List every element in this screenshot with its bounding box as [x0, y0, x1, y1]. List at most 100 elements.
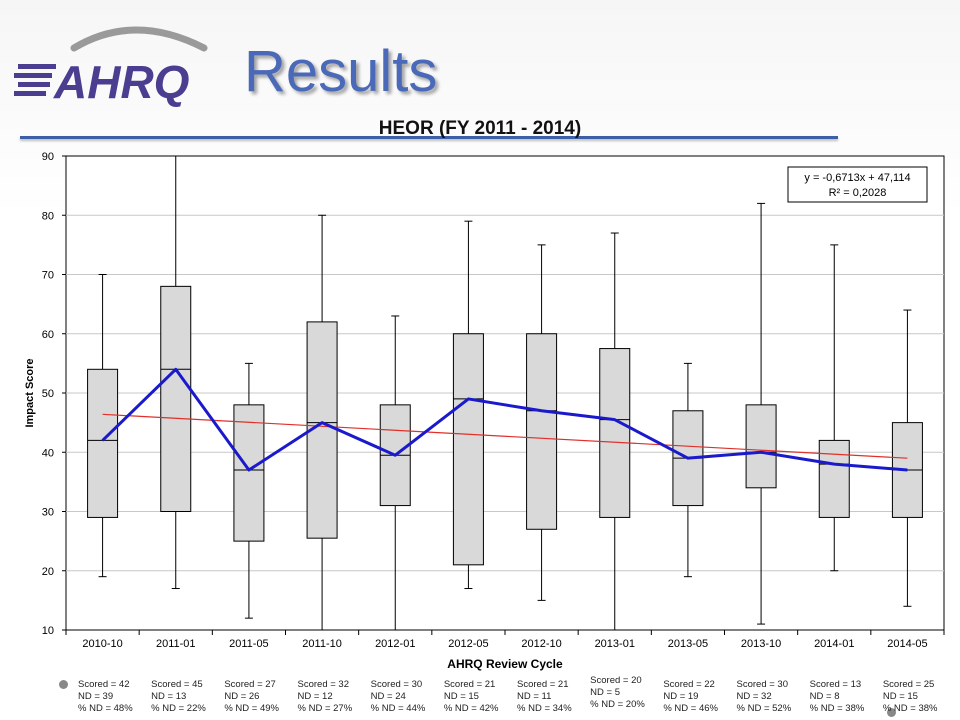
stat-pct: % ND = 52% — [736, 703, 792, 714]
median-line — [101, 367, 908, 472]
stat-nd: ND = 12 — [297, 691, 333, 702]
stat-nd: ND = 13 — [151, 691, 187, 702]
stat-nd: ND = 39 — [78, 691, 114, 702]
x-tick-label: 2014-01 — [814, 638, 854, 650]
x-tick-label: 2011-01 — [156, 638, 196, 650]
x-tick-label: 2013-05 — [668, 638, 708, 650]
regression-equation: y = -0,6713x + 47,114 — [804, 172, 910, 184]
stat-pct: % ND = 46% — [663, 703, 718, 714]
stat-nd: ND = 11 — [517, 691, 552, 702]
box-body — [745, 404, 777, 489]
stat-pct: % ND = 42% — [443, 703, 499, 714]
stat-block-2012-01: Scored = 30 ND = 24% ND = 44% — [371, 679, 443, 715]
stat-nd: ND = 15 — [882, 691, 918, 702]
stat-pct: % ND = 38% — [882, 703, 938, 714]
stat-scored: Scored = 13 — [809, 679, 862, 690]
y-tick-label: 60 — [42, 329, 54, 341]
box-2010-10 — [87, 274, 119, 578]
stat-nd: ND = 15 — [443, 691, 479, 702]
stat-scored: Scored = 21 — [517, 679, 569, 690]
y-tick-label: 10 — [42, 625, 54, 637]
box-body — [818, 439, 850, 518]
stat-nd: ND = 32 — [736, 691, 772, 702]
box-2011-05 — [233, 362, 265, 619]
stat-block-2013-01: Scored = 20 ND = 5% ND = 20% — [590, 675, 662, 711]
trendline — [102, 413, 908, 459]
y-tick-label: 40 — [42, 447, 54, 459]
y-tick-label: 80 — [42, 210, 54, 222]
stat-scored: Scored = 30 — [736, 679, 789, 690]
stat-pct: % ND = 20% — [590, 699, 645, 710]
stat-block-2011-05: Scored = 27 ND = 26% ND = 49% — [224, 679, 296, 715]
box-body — [599, 348, 631, 518]
stat-block-2012-05: Scored = 21 ND = 15% ND = 42% — [444, 679, 516, 715]
x-axis-label: AHRQ Review Cycle — [447, 657, 563, 671]
box-body — [233, 404, 265, 542]
stat-pct: % ND = 44% — [370, 703, 426, 714]
box-2012-05 — [452, 220, 484, 590]
stat-block-2011-01: Scored = 45 ND = 13% ND = 22% — [151, 679, 223, 715]
stat-scored: Scored = 22 — [663, 679, 715, 690]
x-tick-label: 2011-10 — [302, 638, 342, 650]
stat-block-2013-10: Scored = 30 ND = 32% ND = 52% — [737, 679, 809, 715]
x-tick-label: 2011-05 — [229, 638, 269, 650]
stat-block-2014-05: Scored = 25 ND = 15% ND = 38% — [883, 679, 955, 715]
stat-scored: Scored = 30 — [370, 679, 423, 690]
box-body — [160, 285, 192, 512]
box-2012-01 — [379, 315, 411, 631]
stat-block-2014-01: Scored = 13 ND = 8% ND = 38% — [810, 679, 882, 715]
y-tick-label: 30 — [42, 507, 54, 519]
x-tick-label: 2012-10 — [521, 638, 561, 650]
x-tick-label: 2013-01 — [595, 638, 635, 650]
box-2011-01 — [160, 155, 192, 590]
stat-scored: Scored = 45 — [151, 679, 203, 690]
stat-scored: Scored = 42 — [78, 679, 130, 690]
bullet-dot-left — [59, 680, 68, 689]
stat-nd: ND = 8 — [809, 691, 840, 702]
stat-block-2011-10: Scored = 32 ND = 12% ND = 27% — [298, 679, 370, 715]
box-2014-01 — [818, 244, 850, 572]
stat-block-2012-10: Scored = 21 ND = 11% ND = 34% — [517, 679, 589, 715]
stat-scored: Scored = 20 — [590, 675, 642, 686]
logo-text: AHRQ — [53, 56, 190, 108]
stat-pct: % ND = 48% — [78, 703, 133, 714]
box-body — [526, 333, 558, 530]
box-2013-10 — [745, 202, 777, 625]
ahrq-logo: AHRQ — [14, 26, 208, 108]
box-2013-01 — [599, 232, 631, 631]
box-body — [87, 368, 119, 518]
stat-scored: Scored = 32 — [297, 679, 350, 690]
y-tick-label: 50 — [42, 388, 54, 400]
r-squared: R² = 0,2028 — [829, 187, 887, 199]
x-tick-label: 2013-10 — [741, 638, 781, 650]
stat-nd: ND = 24 — [370, 691, 406, 702]
x-tick-label: 2012-01 — [375, 638, 415, 650]
stat-scored: Scored = 21 — [443, 679, 496, 690]
regression-equation-box: y = -0,6713x + 47,114 R² = 0,2028 — [787, 166, 928, 203]
title-rule — [20, 136, 838, 139]
chart-title: HEOR (FY 2011 - 2014) — [378, 118, 582, 139]
stat-nd: ND = 19 — [663, 691, 699, 702]
x-tick-label: 2012-05 — [448, 638, 488, 650]
stat-nd: ND = 26 — [224, 691, 260, 702]
slide-title: Results — [244, 39, 438, 104]
y-tick-label: 70 — [42, 270, 54, 282]
y-tick-label: 20 — [42, 566, 54, 578]
stat-pct: % ND = 22% — [151, 703, 206, 714]
x-tick-label: 2014-05 — [887, 638, 927, 650]
stat-pct: % ND = 49% — [224, 703, 279, 714]
stat-scored: Scored = 27 — [224, 679, 276, 690]
stat-block-2013-05: Scored = 22 ND = 19% ND = 46% — [663, 679, 735, 715]
stat-nd: ND = 5 — [590, 687, 620, 698]
y-tick-label: 90 — [42, 151, 54, 163]
y-axis-label: Impact Score — [24, 358, 36, 427]
box-body — [452, 333, 484, 566]
stat-scored: Scored = 25 — [882, 679, 935, 690]
stat-pct: % ND = 34% — [517, 703, 572, 714]
x-tick-label: 2010-10 — [82, 638, 122, 650]
stat-block-2010-10: Scored = 42 ND = 39% ND = 48% — [78, 679, 150, 715]
stat-pct: % ND = 27% — [297, 703, 353, 714]
stat-pct: % ND = 38% — [809, 703, 865, 714]
bullet-dot-right — [887, 708, 896, 717]
